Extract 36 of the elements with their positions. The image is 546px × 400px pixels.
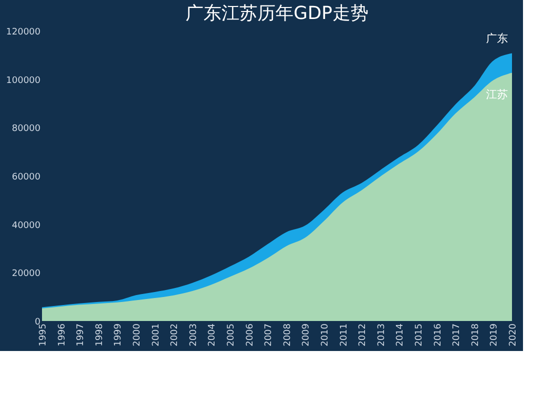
x-tick-label: 2000: [132, 323, 142, 346]
x-tick-label: 2005: [226, 324, 236, 346]
x-tick-label: 2017: [452, 324, 462, 346]
x-tick-label: 2004: [208, 323, 218, 346]
x-tick-label: 2014: [396, 323, 406, 346]
x-tick-label: 2002: [170, 324, 180, 346]
x-tick-label: 2018: [470, 323, 481, 346]
y-tick-label: 0: [34, 318, 41, 328]
x-tick-label: 2006: [245, 323, 256, 346]
x-tick-label: 1998: [94, 323, 105, 346]
x-tick-label: 2010: [320, 323, 330, 346]
chart-title: 广东江苏历年GDP走势: [186, 3, 368, 24]
x-tick-label: 2003: [188, 324, 199, 346]
x-tick-label: 2016: [433, 323, 444, 346]
series-label: 广东: [486, 32, 508, 46]
x-tick-label: 2020: [508, 323, 518, 346]
y-tick-label: 20000: [12, 269, 41, 280]
y-tick-label: 120000: [6, 28, 41, 38]
y-tick-label: 60000: [12, 172, 41, 182]
x-tick-label: 2015: [414, 324, 424, 346]
x-tick-label: 1995: [38, 324, 48, 346]
x-tick-label: 2001: [151, 324, 162, 346]
x-tick-label: 1999: [114, 323, 124, 346]
x-tick-label: 1997: [76, 324, 86, 346]
x-tick-label: 2011: [339, 324, 350, 346]
x-tick-label: 2009: [302, 323, 312, 346]
x-tick-label: 2012: [358, 324, 368, 346]
x-tick-label: 2013: [376, 324, 387, 346]
series-label: 江苏: [486, 88, 508, 101]
y-tick-label: 80000: [12, 124, 41, 134]
x-tick-label: 1996: [57, 323, 68, 346]
y-tick-label: 100000: [6, 76, 41, 86]
x-tick-label: 2008: [282, 323, 293, 346]
x-tick-label: 2019: [490, 323, 500, 346]
y-tick-label: 40000: [12, 220, 41, 231]
x-tick-label: 2007: [264, 324, 274, 346]
